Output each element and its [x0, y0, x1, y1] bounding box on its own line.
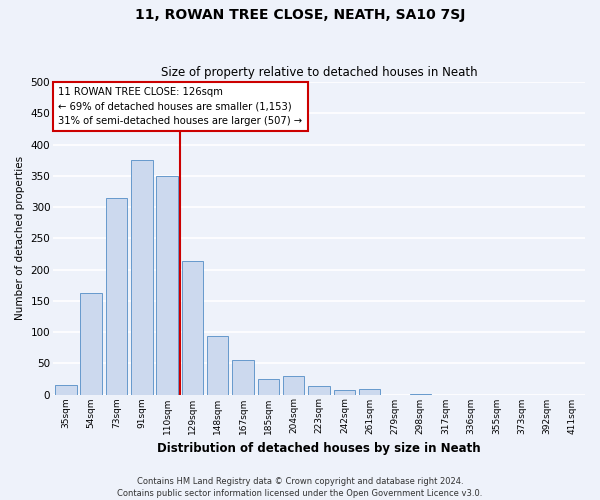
Y-axis label: Number of detached properties: Number of detached properties [15, 156, 25, 320]
Bar [257, 379, 279, 394]
Text: 11 ROWAN TREE CLOSE: 126sqm
← 69% of detached houses are smaller (1,153)
31% of : 11 ROWAN TREE CLOSE: 126sqm ← 69% of det… [58, 86, 302, 126]
Title: Size of property relative to detached houses in Neath: Size of property relative to detached ho… [161, 66, 478, 80]
Bar [207, 336, 229, 394]
Bar [106, 198, 127, 394]
Text: 11, ROWAN TREE CLOSE, NEATH, SA10 7SJ: 11, ROWAN TREE CLOSE, NEATH, SA10 7SJ [135, 8, 465, 22]
Bar [157, 176, 178, 394]
Bar [182, 261, 203, 394]
Text: Contains HM Land Registry data © Crown copyright and database right 2024.
Contai: Contains HM Land Registry data © Crown c… [118, 476, 482, 498]
Bar [232, 360, 254, 394]
Bar [283, 376, 304, 394]
Bar [131, 160, 152, 394]
Bar [55, 384, 77, 394]
Bar [80, 292, 102, 394]
Bar [334, 390, 355, 394]
X-axis label: Distribution of detached houses by size in Neath: Distribution of detached houses by size … [157, 442, 481, 455]
Bar [359, 389, 380, 394]
Bar [308, 386, 330, 394]
